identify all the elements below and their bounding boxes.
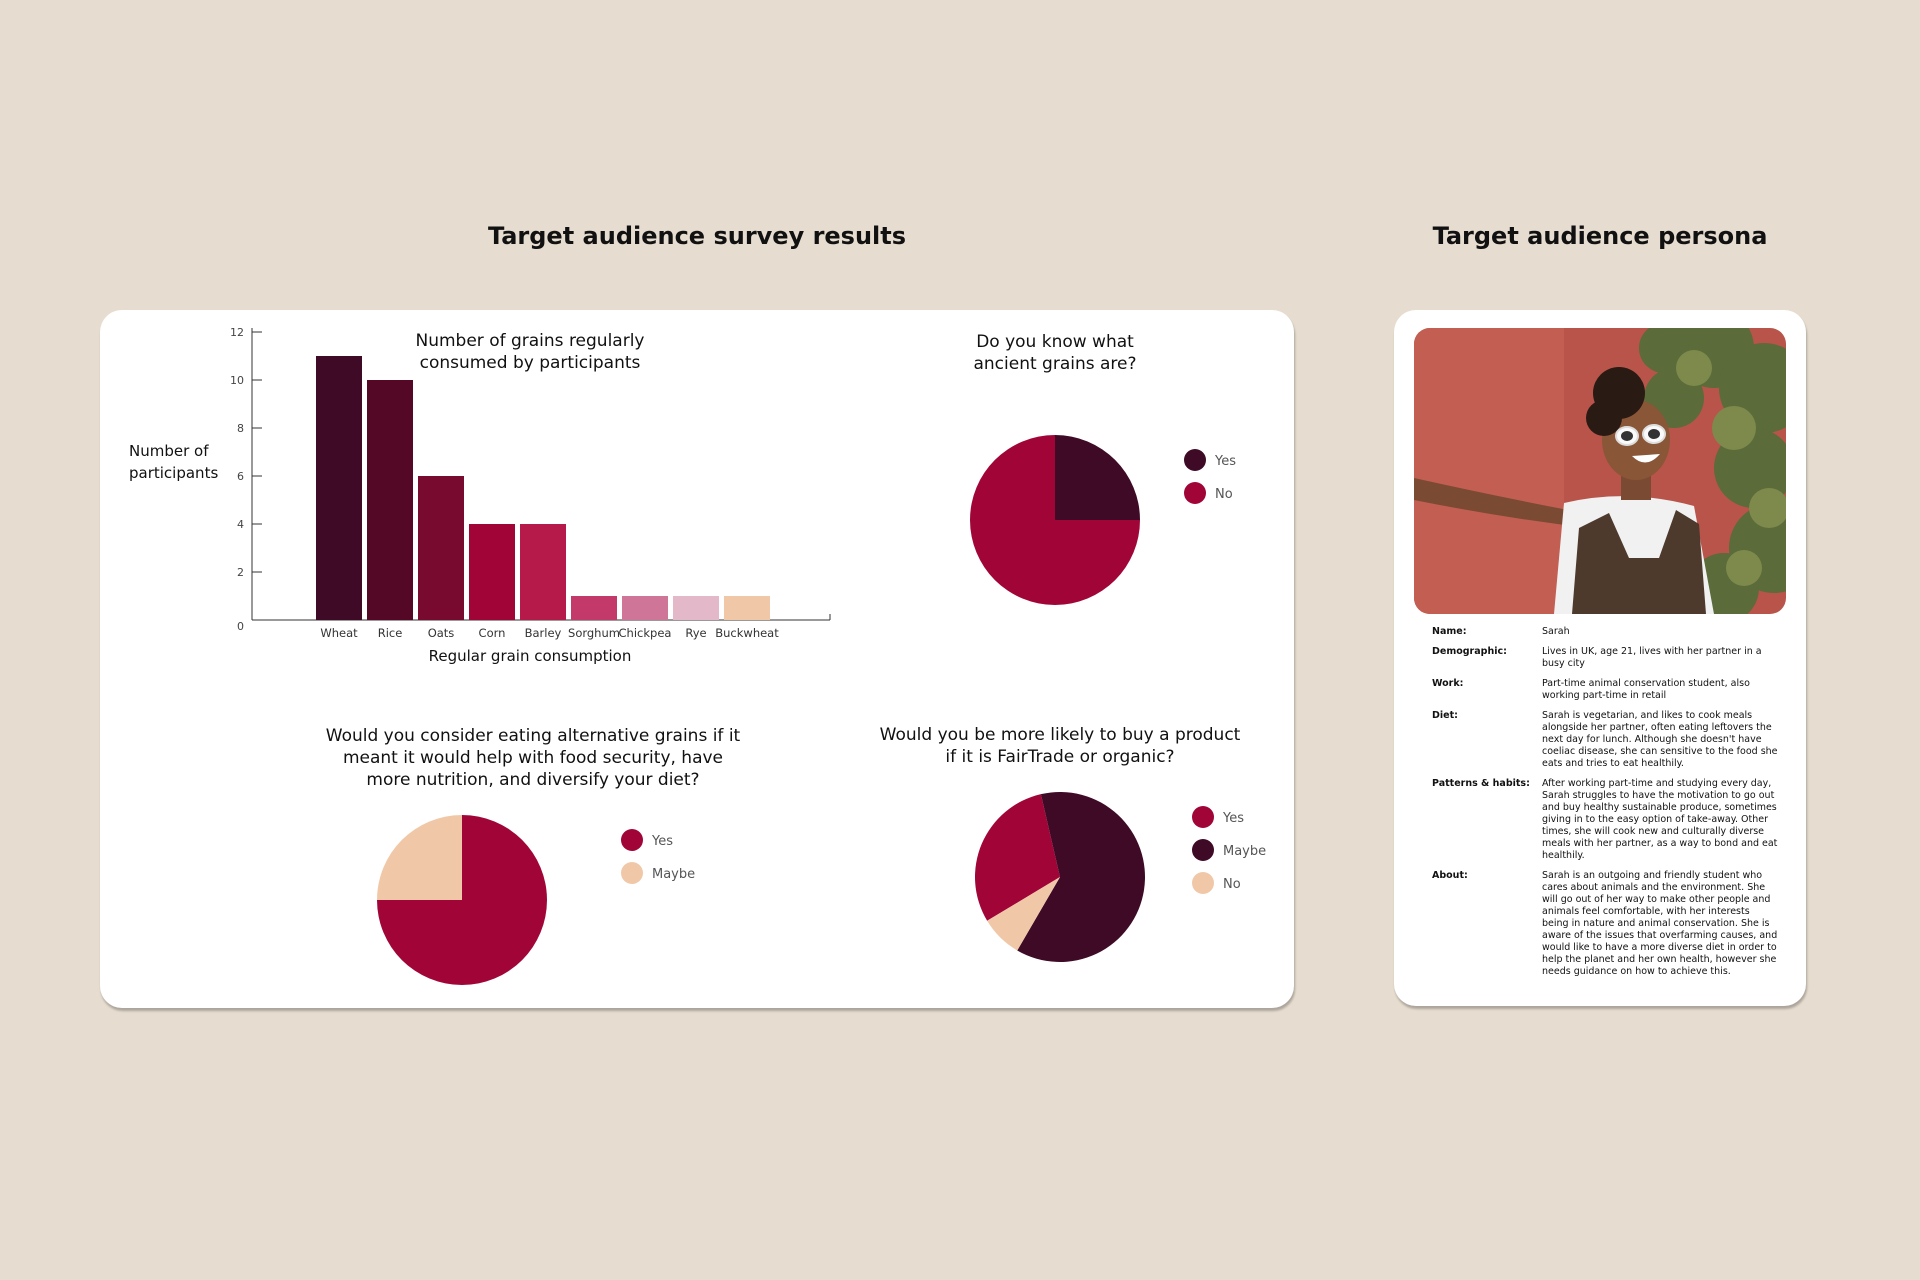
y-tick-label: 8: [237, 422, 244, 435]
persona-row-label: Patterns & habits:: [1432, 778, 1530, 789]
alt-grains-pie-legend-swatch: [621, 862, 643, 884]
y-tick-label: 4: [237, 518, 244, 531]
bar-buckwheat: [724, 596, 770, 620]
bar-corn: [469, 524, 515, 620]
y-tick-label: 2: [237, 566, 244, 579]
x-tick-label: Sorghum: [568, 626, 620, 640]
persona-row-label: Demographic:: [1432, 646, 1507, 657]
persona-row-label: Work:: [1432, 678, 1464, 689]
survey-results-card: Number of grains regularly consumed by pa…: [100, 310, 1294, 1008]
persona-row: Work: Part-time animal conservation stude…: [1432, 678, 1778, 702]
y-axis-label: Number of: [129, 442, 209, 460]
bar-chart-title: consumed by participants: [420, 353, 641, 373]
alt-grains-pie-title: more nutrition, and diversify your diet?: [366, 770, 699, 790]
fairtrade-pie-slice-maybe: [1017, 792, 1145, 962]
fairtrade-pie-legend-swatch: [1192, 839, 1214, 861]
ancient-grains-pie-legend-label: No: [1215, 487, 1233, 502]
x-tick-label: Rye: [685, 626, 706, 640]
fairtrade-pie-slice-no: [987, 877, 1060, 951]
persona-row: Patterns & habits: After working part-tim…: [1432, 778, 1778, 862]
ancient-grains-pie-slice-no: [970, 435, 1140, 605]
persona-row: Demographic: Lives in UK, age 21, lives w…: [1432, 646, 1778, 670]
bar-sorghum: [571, 596, 617, 620]
survey-section-title: Target audience survey results: [487, 222, 907, 250]
persona-row-label: Diet:: [1432, 710, 1458, 721]
x-tick-label: Rice: [378, 626, 403, 640]
persona-card: Name: Sarah Demographic: Lives in UK, age 2…: [1394, 310, 1806, 1006]
fairtrade-pie-legend-label: No: [1223, 877, 1241, 892]
persona-row: Diet: Sarah is vegetarian, and likes to c…: [1432, 710, 1778, 770]
persona-row-value: Sarah: [1542, 626, 1570, 637]
x-tick-label: Barley: [525, 626, 562, 640]
persona-row-value: Lives in UK, age 21, lives with her part…: [1542, 646, 1762, 669]
ancient-grains-pie-slice-yes: [1055, 435, 1140, 520]
fairtrade-pie-title: if it is FairTrade or organic?: [945, 747, 1174, 767]
ancient-grains-pie-title: Do you know what: [976, 332, 1134, 352]
persona-details: Name: Sarah Demographic: Lives in UK, age 2…: [1432, 626, 1778, 986]
y-axis-label: participants: [129, 464, 218, 482]
persona-section-title: Target audience persona: [1432, 222, 1768, 250]
persona-row-value: Part-time animal conservation student, a…: [1542, 678, 1750, 701]
alt-grains-pie-legend-label: Maybe: [652, 867, 695, 882]
persona-row-value: After working part-time and studying eve…: [1542, 778, 1778, 861]
persona-photo: [1414, 328, 1786, 614]
bar-chickpea: [622, 596, 668, 620]
alt-grains-pie-slice-maybe: [377, 815, 462, 900]
persona-row-value: Sarah is vegetarian, and likes to cook m…: [1542, 710, 1778, 769]
ancient-grains-pie-title: ancient grains are?: [973, 354, 1136, 374]
fairtrade-pie-legend-label: Maybe: [1223, 844, 1266, 859]
ancient-grains-pie-legend-swatch: [1184, 449, 1206, 471]
alt-grains-pie-title: meant it would help with food security, …: [343, 748, 723, 768]
x-tick-label: Wheat: [320, 626, 358, 640]
persona-row: About: Sarah is an outgoing and friendly …: [1432, 870, 1778, 978]
alt-grains-pie-legend-label: Yes: [651, 834, 673, 849]
ancient-grains-pie-legend-swatch: [1184, 482, 1206, 504]
y-tick-label: 0: [237, 620, 244, 633]
fairtrade-pie-legend-swatch: [1192, 872, 1214, 894]
persona-row-value: Sarah is an outgoing and friendly studen…: [1542, 870, 1778, 977]
persona-row-label: About:: [1432, 870, 1468, 881]
fairtrade-pie-legend-swatch: [1192, 806, 1214, 828]
x-tick-label: Chickpea: [619, 626, 672, 640]
bar-chart-title: Number of grains regularly: [416, 331, 645, 351]
alt-grains-pie-title: Would you consider eating alternative gr…: [326, 726, 741, 746]
bar-barley: [520, 524, 566, 620]
y-tick-label: 12: [230, 326, 244, 339]
y-tick-label: 6: [237, 470, 244, 483]
y-tick-label: 10: [230, 374, 244, 387]
x-tick-label: Corn: [479, 626, 506, 640]
bar-wheat: [316, 356, 362, 620]
bar-oats: [418, 476, 464, 620]
fairtrade-pie-slice-yes: [975, 794, 1060, 921]
x-tick-label: Buckwheat: [715, 626, 779, 640]
persona-row: Name: Sarah: [1432, 626, 1778, 638]
persona-row-label: Name:: [1432, 626, 1467, 637]
x-tick-label: Oats: [428, 626, 455, 640]
x-axis-label: Regular grain consumption: [429, 647, 632, 665]
bar-rye: [673, 596, 719, 620]
alt-grains-pie-legend-swatch: [621, 829, 643, 851]
bar-rice: [367, 380, 413, 620]
fairtrade-pie-legend-label: Yes: [1222, 811, 1244, 826]
ancient-grains-pie-legend-label: Yes: [1214, 454, 1236, 469]
fairtrade-pie-title: Would you be more likely to buy a produc…: [880, 725, 1241, 745]
